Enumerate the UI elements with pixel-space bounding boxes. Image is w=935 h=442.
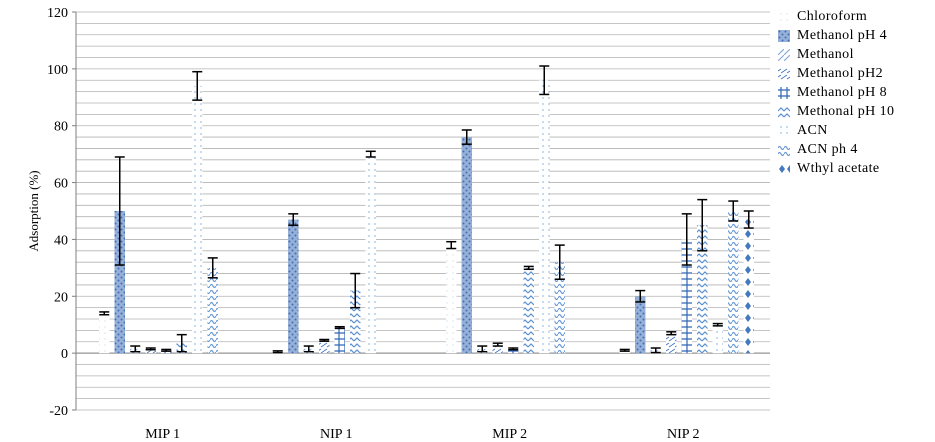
legend-label: Methonal pH 10 <box>797 103 895 119</box>
y-tick-label: 100 <box>47 63 68 78</box>
bar <box>334 327 345 354</box>
legend-label: Methanol pH2 <box>797 65 884 81</box>
bar <box>743 219 754 354</box>
y-tick-label: 20 <box>54 290 68 305</box>
bars <box>99 80 754 354</box>
legend-item: ACN ph 4 <box>778 140 933 159</box>
legend-item: Methanol <box>778 45 933 64</box>
legend-swatch <box>778 48 790 61</box>
bar <box>365 154 376 354</box>
bar <box>492 344 503 354</box>
legend-swatch <box>778 162 790 175</box>
bar <box>207 267 218 354</box>
legend: Chloroform Methanol pH 4 Methanol Methanol … <box>778 7 933 178</box>
legend-label: Methanol pH 4 <box>797 27 887 43</box>
legend-label: Methanol pH 8 <box>797 84 887 100</box>
legend-swatch <box>778 105 790 118</box>
bar <box>145 348 156 354</box>
y-tick-label: 60 <box>54 177 68 192</box>
bar <box>666 333 677 354</box>
legend-item: Methanol pH 4 <box>778 26 933 45</box>
x-tick-label: MIP 1 <box>145 427 180 442</box>
bar <box>319 340 330 354</box>
legend-label: Wthyl acetate <box>797 160 880 176</box>
legend-label: Methanol <box>797 46 854 62</box>
bar <box>554 262 565 354</box>
bar <box>114 211 125 354</box>
legend-label: ACN ph 4 <box>797 141 858 157</box>
bar <box>446 245 457 354</box>
bar <box>681 239 692 354</box>
y-tick-label: 120 <box>47 6 68 21</box>
bar <box>523 267 534 354</box>
bar <box>712 324 723 354</box>
legend-item: Wthyl acetate <box>778 159 933 178</box>
legend-swatch <box>778 67 790 80</box>
error-bars <box>99 65 754 354</box>
bar <box>288 219 299 354</box>
y-tick-label: 0 <box>61 347 68 362</box>
legend-swatch <box>778 10 790 23</box>
y-axis-title: Adsorption (%) <box>26 170 41 251</box>
y-tick-label: -20 <box>49 404 68 419</box>
legend-item: Methanol pH 8 <box>778 83 933 102</box>
bar <box>635 296 646 354</box>
bar <box>539 80 550 354</box>
legend-label: Chloroform <box>797 8 868 24</box>
bar <box>461 137 472 354</box>
legend-swatch <box>778 124 790 137</box>
x-tick-label: NIP 2 <box>667 427 700 442</box>
bar <box>350 290 361 354</box>
legend-swatch <box>778 29 790 42</box>
bar <box>508 348 519 354</box>
legend-swatch <box>778 143 790 156</box>
bar <box>99 313 110 354</box>
y-tick-label: 80 <box>54 120 68 135</box>
legend-item: Methanol pH2 <box>778 64 933 83</box>
tick-labels: -20 0 20 40 60 80 100 120 MIP 1 NIP 1 MIP 2 NIP 2 <box>47 6 700 442</box>
x-tick-label: MIP 2 <box>492 427 527 442</box>
legend-item: Methonal pH 10 <box>778 102 933 121</box>
bar <box>728 211 739 354</box>
x-tick-label: NIP 1 <box>320 427 353 442</box>
bar <box>192 85 203 354</box>
y-tick-label: 40 <box>54 233 68 248</box>
legend-label: ACN <box>797 122 828 138</box>
legend-item: ACN <box>778 121 933 140</box>
legend-swatch <box>778 86 790 99</box>
bar <box>697 225 708 354</box>
legend-item: Chloroform <box>778 7 933 26</box>
